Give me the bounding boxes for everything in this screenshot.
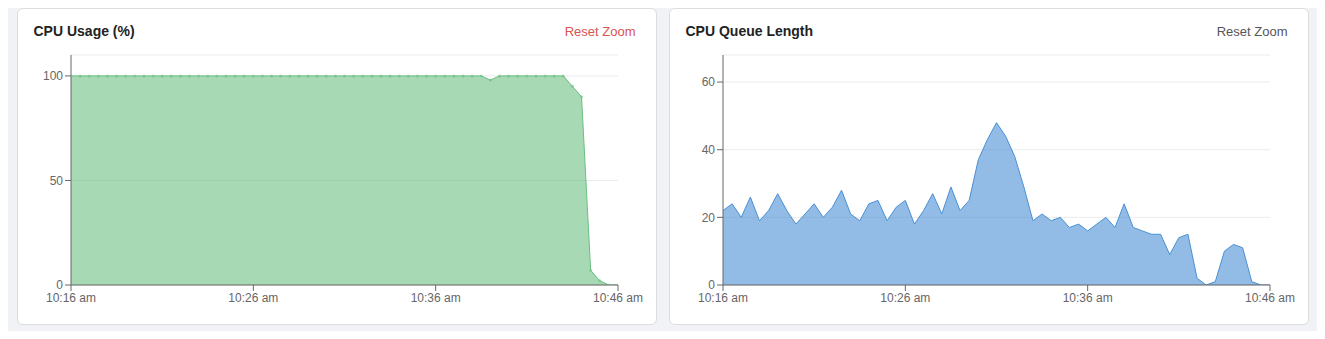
svg-text:100: 100 — [42, 69, 62, 83]
svg-text:10:46 am: 10:46 am — [1244, 291, 1294, 305]
svg-text:20: 20 — [701, 211, 715, 225]
svg-text:0: 0 — [708, 278, 715, 292]
html-text:Reset Zoom: Reset Zoom — [564, 24, 636, 39]
svg-text:10:36 am: 10:36 am — [410, 291, 460, 305]
svg-text:50: 50 — [49, 174, 63, 188]
svg-text:10:16 am: 10:16 am — [697, 291, 747, 305]
svg-text:10:46 am: 10:46 am — [592, 291, 642, 305]
html-text:CPU Usage (%): CPU Usage (%) — [33, 23, 135, 39]
svg-text:0: 0 — [56, 278, 63, 292]
html-text:Reset Zoom: Reset Zoom — [1216, 24, 1288, 39]
svg-text:10:26 am: 10:26 am — [228, 291, 278, 305]
svg-text:40: 40 — [701, 143, 715, 157]
svg-text:10:36 am: 10:36 am — [1062, 291, 1112, 305]
svg-text:60: 60 — [701, 75, 715, 89]
html-text:CPU Queue Length: CPU Queue Length — [685, 23, 814, 39]
svg-text:10:16 am: 10:16 am — [45, 291, 95, 305]
svg-text:10:26 am: 10:26 am — [880, 291, 930, 305]
